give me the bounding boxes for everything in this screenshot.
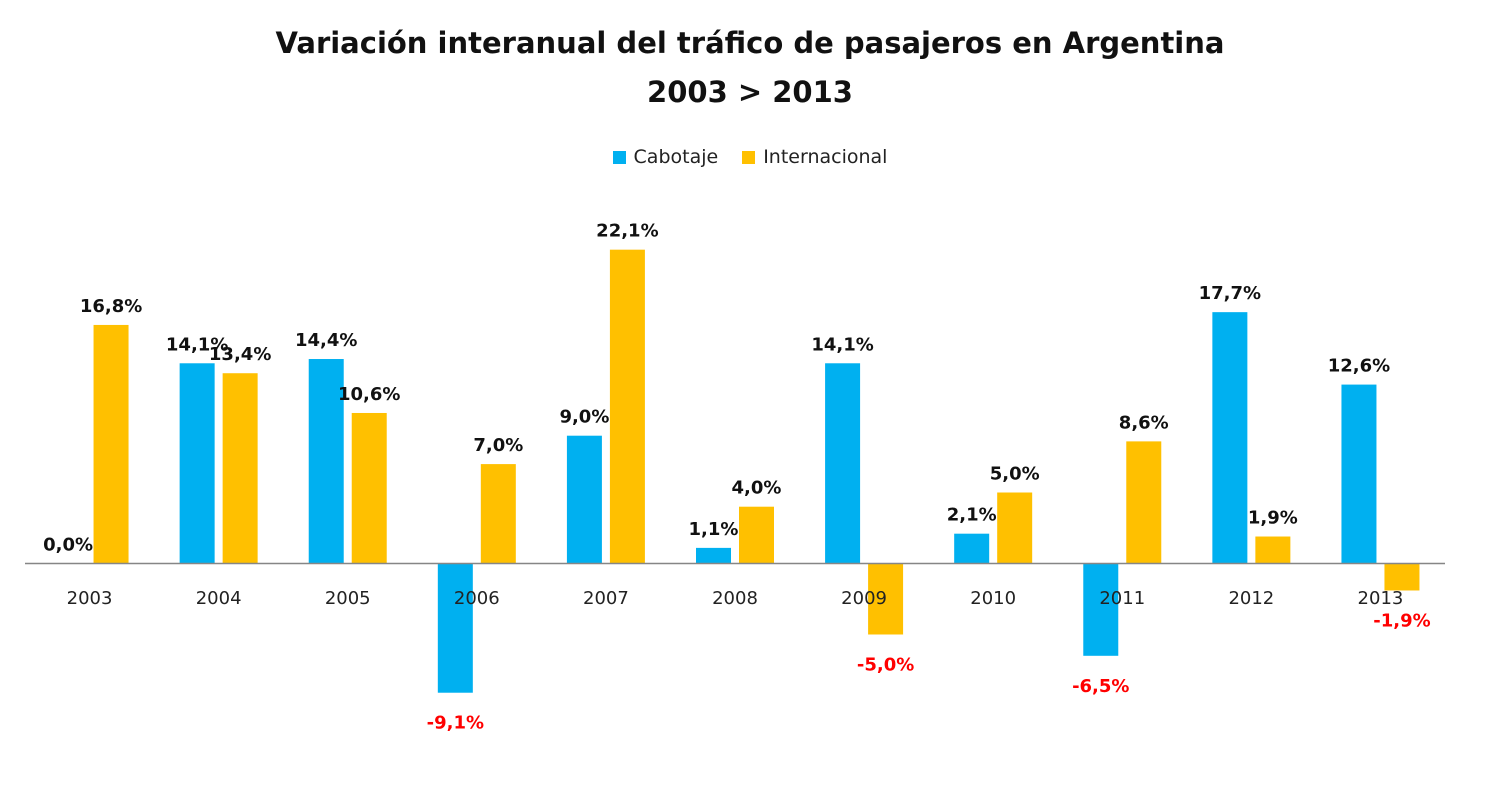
data-label-internacional-2006: 7,0%: [473, 435, 523, 456]
x-tick-label-2006: 2006: [454, 588, 500, 609]
data-label-cabotaje-2007: 9,0%: [559, 407, 609, 428]
bar-internacional-2013: [1384, 563, 1420, 591]
bar-internacional-2008: [739, 506, 774, 564]
data-label-internacional-2013: -1,9%: [1373, 610, 1430, 631]
bar-cabotaje-2013: [1341, 384, 1377, 564]
bar-internacional-2012: [1255, 536, 1291, 564]
data-label-cabotaje-2006: -9,1%: [427, 713, 484, 734]
data-label-cabotaje-2008: 1,1%: [689, 519, 739, 540]
data-label-cabotaje-2012: 17,7%: [1199, 283, 1261, 304]
data-label-internacional-2008: 4,0%: [732, 478, 782, 499]
bar-internacional-2007: [609, 249, 645, 564]
data-label-internacional-2011: 8,6%: [1119, 412, 1169, 433]
legend-swatch-internacional: [742, 150, 756, 164]
data-label-cabotaje-2005: 14,4%: [295, 330, 357, 351]
x-tick-label-2008: 2008: [712, 588, 758, 609]
x-tick-label-2003: 2003: [67, 588, 113, 609]
legend: Cabotaje Internacional: [0, 146, 1500, 168]
data-label-internacional-2004: 13,4%: [209, 344, 271, 365]
bar-cabotaje-2009: [825, 363, 861, 564]
x-tick-label-2011: 2011: [1099, 588, 1145, 609]
data-label-cabotaje-2003: 0,0%: [43, 535, 93, 556]
bar-internacional-2011: [1126, 441, 1162, 564]
legend-label-cabotaje: Cabotaje: [633, 146, 719, 168]
x-tick-label-2012: 2012: [1228, 588, 1274, 609]
data-label-cabotaje-2010: 2,1%: [947, 505, 997, 526]
legend-swatch-cabotaje: [612, 150, 626, 164]
bar-internacional-2004: [222, 373, 258, 564]
chart-title: Variación interanual del tráfico de pasa…: [275, 26, 1225, 60]
data-label-cabotaje-2009: 14,1%: [811, 334, 873, 355]
data-label-internacional-2009: -5,0%: [857, 655, 914, 676]
bar-cabotaje-2005: [308, 359, 344, 564]
data-label-cabotaje-2011: -6,5%: [1072, 676, 1129, 697]
x-tick-label-2004: 2004: [196, 588, 242, 609]
bar-internacional-2006: [480, 464, 516, 564]
bar-internacional-2009: [868, 563, 904, 635]
bar-cabotaje-2010: [954, 533, 990, 564]
x-tick-label-2005: 2005: [325, 588, 371, 609]
legend-item-cabotaje: Cabotaje: [612, 146, 719, 168]
data-label-cabotaje-2013: 12,6%: [1328, 356, 1390, 377]
chart-subtitle: 2003 > 2013: [647, 75, 853, 109]
bar-internacional-2003: [93, 324, 129, 564]
bar-cabotaje-2011: [1083, 563, 1119, 656]
x-tick-label-2013: 2013: [1358, 588, 1404, 609]
bar-cabotaje-2007: [566, 435, 602, 564]
data-label-cabotaje-2004: 14,1%: [166, 334, 228, 355]
bar-cabotaje-2004: [179, 363, 215, 564]
bar-internacional-2005: [351, 412, 387, 564]
x-tick-label-2007: 2007: [583, 588, 629, 609]
data-label-internacional-2007: 22,1%: [596, 221, 658, 242]
legend-label-internacional: Internacional: [763, 146, 888, 168]
data-label-internacional-2005: 10,6%: [338, 384, 400, 405]
bar-cabotaje-2008: [696, 547, 731, 564]
data-label-internacional-2003: 16,8%: [80, 296, 142, 317]
bar-cabotaje-2012: [1212, 312, 1248, 564]
x-tick-label-2009: 2009: [841, 588, 887, 609]
data-label-internacional-2012: 1,9%: [1248, 508, 1298, 529]
x-tick-label-2010: 2010: [970, 588, 1016, 609]
bar-internacional-2010: [997, 492, 1033, 564]
legend-item-internacional: Internacional: [742, 146, 887, 168]
data-label-internacional-2010: 5,0%: [990, 464, 1040, 485]
bar-cabotaje-2006: [437, 563, 473, 693]
